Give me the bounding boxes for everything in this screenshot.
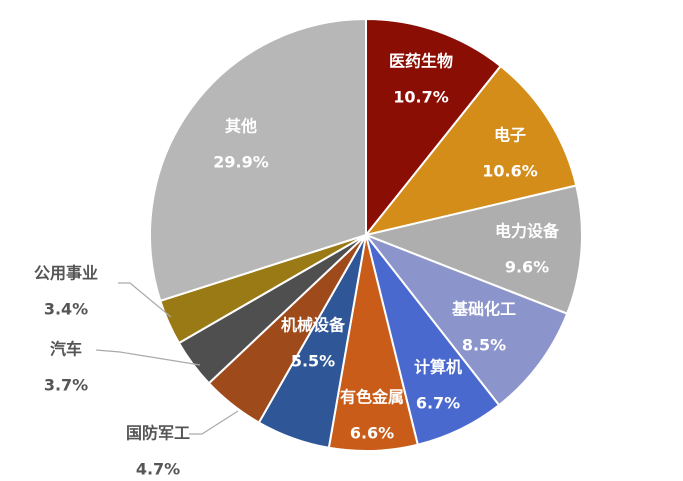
slice-label-name: 机械设备 (281, 316, 346, 335)
slice-label-value: 8.5% (462, 336, 506, 355)
leader-lines (95, 282, 239, 435)
pie-slice (365, 17, 503, 238)
leader-line (95, 349, 201, 366)
slice-label-value: 6.6% (350, 424, 394, 443)
slice-label-name: 电力设备 (495, 222, 560, 241)
slice-labels: 医药生物 10.7% 电子 10.6% 电力设备 9.6% 基础化工 8.5%计算机 6.7% 有… (34, 52, 560, 479)
slice-label-name: 公用事业 (34, 264, 98, 283)
slice-label-value: 3.4% (44, 300, 88, 319)
leader-line (118, 282, 172, 318)
slice-label-name: 有色金属 (340, 388, 404, 407)
pie-slice (362, 184, 583, 315)
slice-label-value: 5.5% (291, 352, 335, 371)
leader-line (189, 410, 239, 435)
slice-label-name: 医药生物 (389, 52, 453, 71)
slice-label-value: 10.6% (482, 162, 538, 181)
slice-label-name: 国防军工 (126, 424, 190, 443)
slice-label-value: 3.7% (44, 376, 88, 395)
slice-label-name: 电子 (494, 126, 526, 145)
pie-slice (149, 17, 367, 303)
slice-label-value: 4.7% (136, 460, 180, 479)
pie-slices (149, 17, 583, 452)
slice-label-value: 6.7% (416, 394, 460, 413)
slice-label-value: 10.7% (393, 88, 449, 107)
pie-slice (363, 64, 578, 237)
slice-label-value: 29.9% (213, 153, 269, 172)
slice-label-name: 汽车 (50, 340, 82, 359)
slice-label-name: 基础化工 (451, 300, 516, 319)
slice-label-value: 9.6% (505, 258, 549, 277)
slice-label-name: 其他 (225, 117, 257, 136)
pie-slice (362, 232, 569, 407)
slice-label-name: 计算机 (414, 358, 462, 377)
